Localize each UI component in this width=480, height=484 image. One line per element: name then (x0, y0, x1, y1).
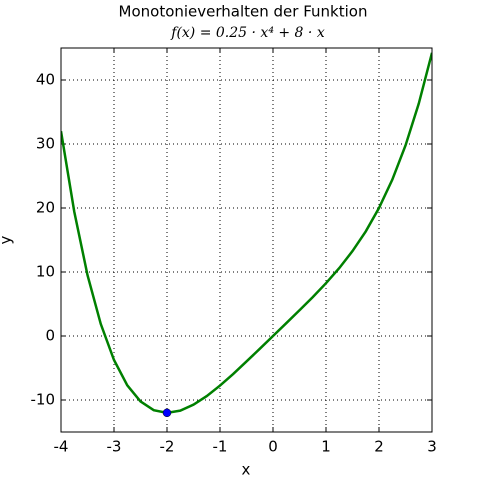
x-tick-label: -4 (54, 438, 69, 456)
y-tick-label: 20 (36, 199, 55, 217)
x-tick-label: -2 (160, 438, 175, 456)
plot-frame (60, 47, 433, 433)
line (61, 52, 432, 415)
x-tick-label: 0 (268, 438, 278, 456)
y-tick-label: 40 (36, 71, 55, 89)
chart-title: Monotonieverhalten der Funktion (119, 3, 368, 21)
x-tick-label: 2 (374, 438, 384, 456)
x-axis-label: x (242, 461, 251, 479)
chart-subtitle: f(x) = 0.25 · x⁴ + 8 · x (170, 25, 325, 41)
data-point (162, 408, 172, 418)
x-tick-label: 1 (321, 438, 331, 456)
y-tick-label: 30 (36, 135, 55, 153)
x-tick-label: -3 (107, 438, 122, 456)
x-tick-label: -1 (213, 438, 228, 456)
x-tick-label: 3 (427, 438, 437, 456)
y-axis-label: y (0, 235, 15, 244)
y-tick-label: 0 (45, 327, 55, 345)
y-tick-label: 10 (36, 263, 55, 281)
y-tick-label: -10 (31, 391, 56, 409)
